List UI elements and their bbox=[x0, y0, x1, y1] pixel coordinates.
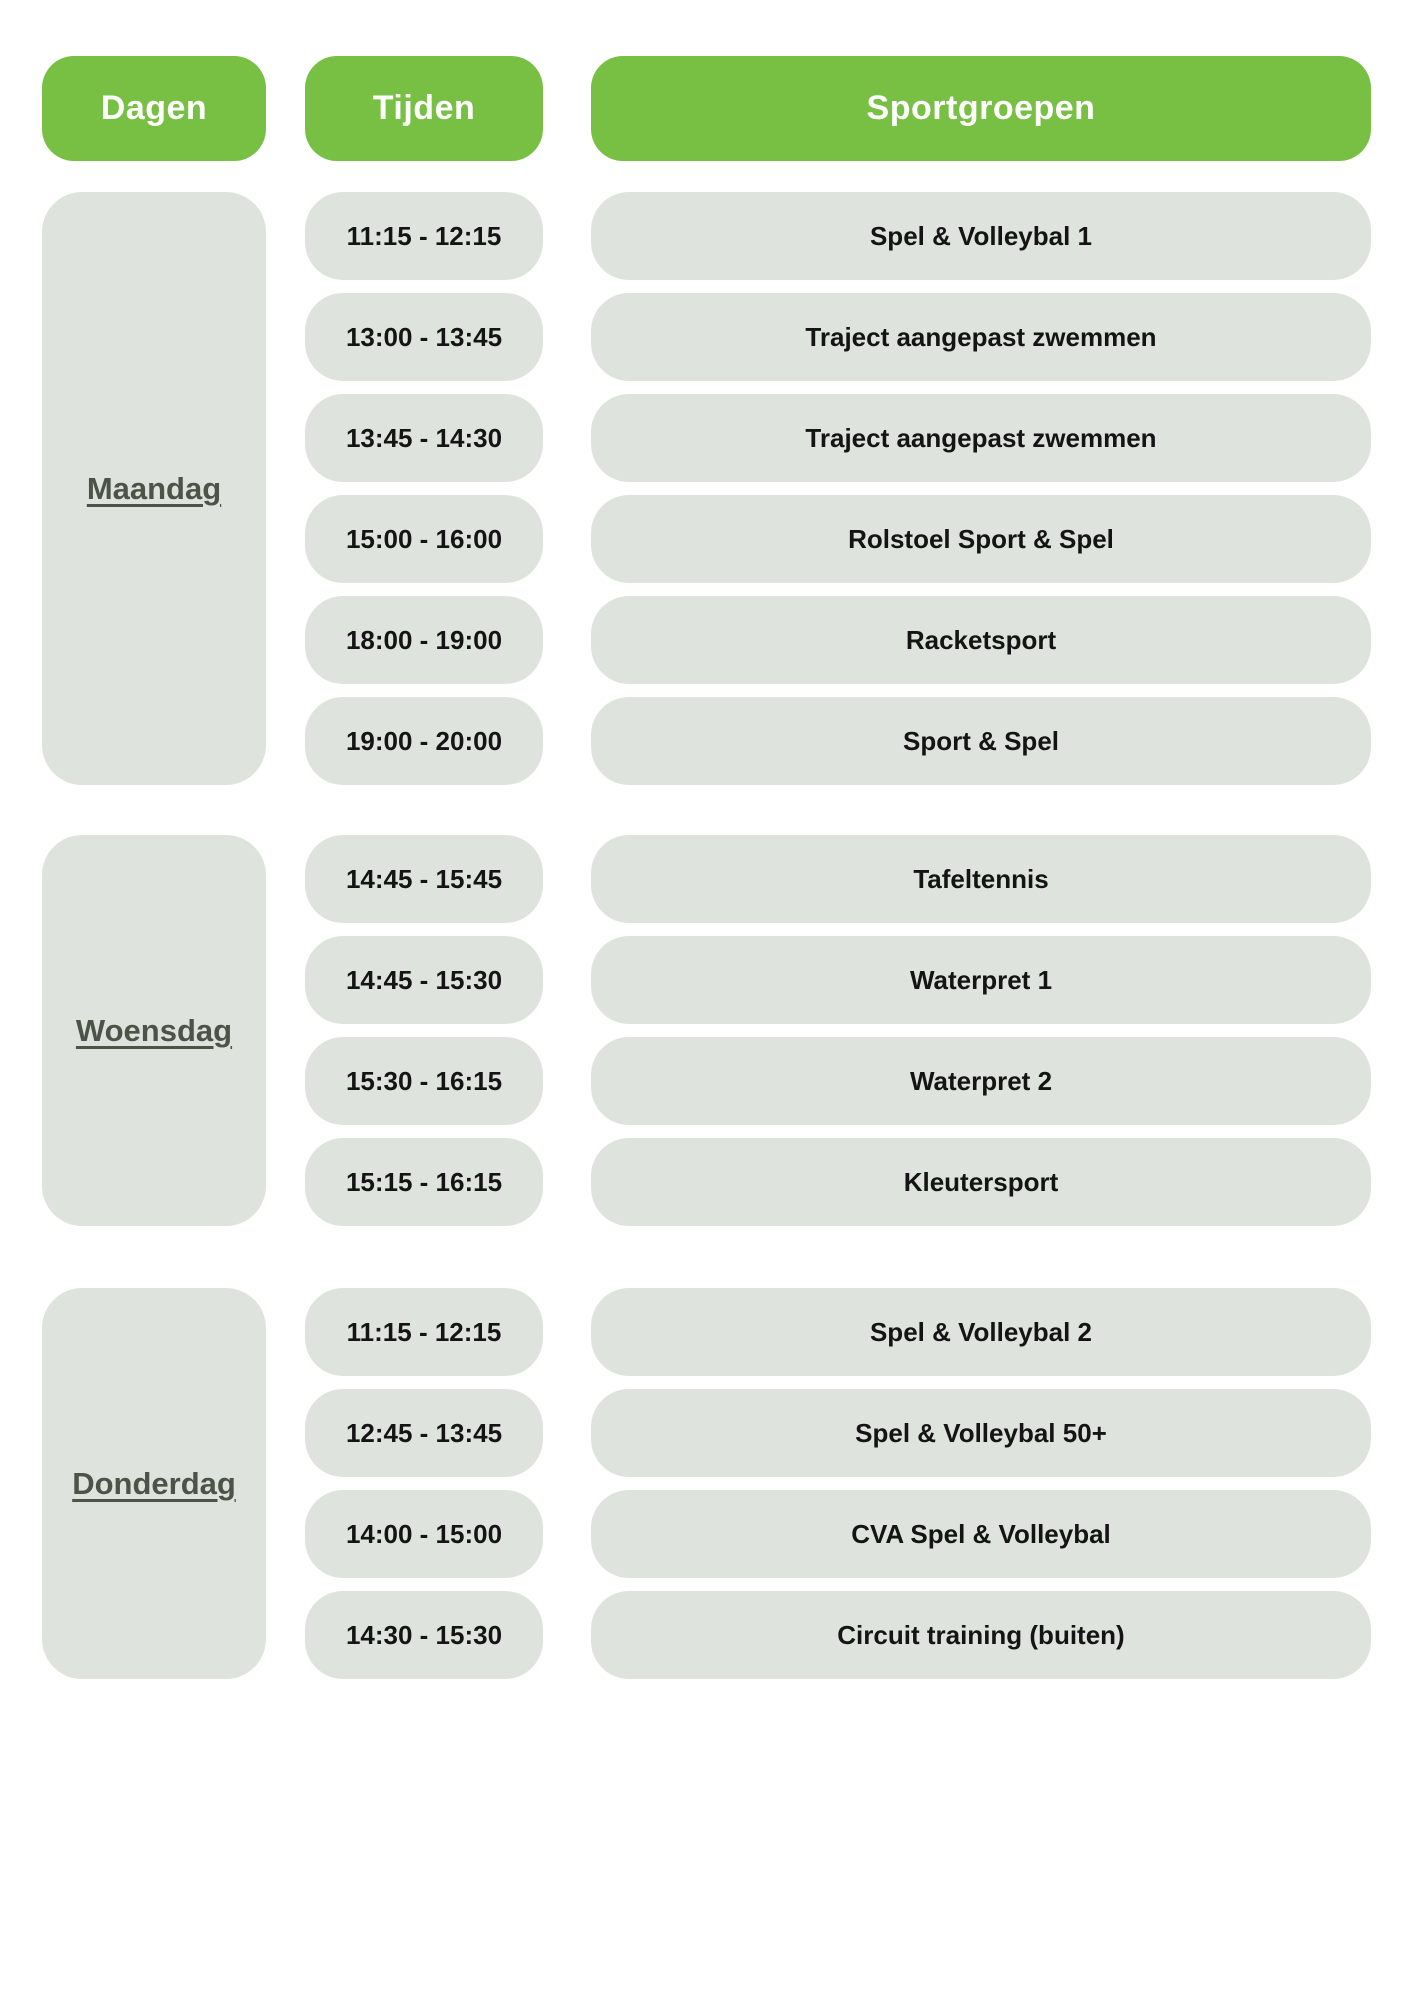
day-label-woensdag: Woensdag bbox=[75, 1012, 233, 1048]
time-pill: 18:00 - 19:00 bbox=[305, 596, 543, 684]
sport-pill: Spel & Volleybal 1 bbox=[591, 192, 1371, 280]
time-pill: 14:30 - 15:30 bbox=[305, 1591, 543, 1679]
sport-pill: Traject aangepast zwemmen bbox=[591, 394, 1371, 482]
day-pill-maandag: Maandag bbox=[42, 192, 266, 785]
header-tijden-label: Tijden bbox=[372, 89, 476, 127]
day-label-donderdag: Donderdag bbox=[72, 1465, 236, 1501]
header-sportgroepen-label: Sportgroepen bbox=[866, 89, 1096, 127]
day-pill-woensdag: Woensdag bbox=[42, 835, 266, 1226]
time-pill: 15:30 - 16:15 bbox=[305, 1037, 543, 1125]
time-pill: 19:00 - 20:00 bbox=[305, 697, 543, 785]
sports-column-donderdag: Spel & Volleybal 2 Spel & Volleybal 50+ … bbox=[591, 1288, 1371, 1679]
header-dagen: Dagen bbox=[42, 56, 266, 161]
sports-column-maandag: Spel & Volleybal 1 Traject aangepast zwe… bbox=[591, 192, 1371, 785]
header-sportgroepen: Sportgroepen bbox=[591, 56, 1371, 161]
sport-pill: Traject aangepast zwemmen bbox=[591, 293, 1371, 381]
times-column-maandag: 11:15 - 12:15 13:00 - 13:45 13:45 - 14:3… bbox=[305, 192, 543, 785]
day-pill-donderdag: Donderdag bbox=[42, 1288, 266, 1679]
times-column-woensdag: 14:45 - 15:45 14:45 - 15:30 15:30 - 16:1… bbox=[305, 835, 543, 1226]
sport-pill: Spel & Volleybal 50+ bbox=[591, 1389, 1371, 1477]
sport-pill: Waterpret 1 bbox=[591, 936, 1371, 1024]
sport-pill: Circuit training (buiten) bbox=[591, 1591, 1371, 1679]
sport-pill: Waterpret 2 bbox=[591, 1037, 1371, 1125]
time-pill: 11:15 - 12:15 bbox=[305, 1288, 543, 1376]
time-pill: 14:00 - 15:00 bbox=[305, 1490, 543, 1578]
section-donderdag: Donderdag 11:15 - 12:15 12:45 - 13:45 14… bbox=[42, 1288, 1371, 1679]
sport-pill: CVA Spel & Volleybal bbox=[591, 1490, 1371, 1578]
sport-pill: Sport & Spel bbox=[591, 697, 1371, 785]
sports-column-woensdag: Tafeltennis Waterpret 1 Waterpret 2 Kleu… bbox=[591, 835, 1371, 1226]
sport-pill: Spel & Volleybal 2 bbox=[591, 1288, 1371, 1376]
times-column-donderdag: 11:15 - 12:15 12:45 - 13:45 14:00 - 15:0… bbox=[305, 1288, 543, 1679]
header-tijden: Tijden bbox=[305, 56, 543, 161]
sport-pill: Tafeltennis bbox=[591, 835, 1371, 923]
section-woensdag: Woensdag 14:45 - 15:45 14:45 - 15:30 15:… bbox=[42, 835, 1371, 1226]
time-pill: 13:45 - 14:30 bbox=[305, 394, 543, 482]
sport-pill: Racketsport bbox=[591, 596, 1371, 684]
time-pill: 11:15 - 12:15 bbox=[305, 192, 543, 280]
time-pill: 14:45 - 15:45 bbox=[305, 835, 543, 923]
time-pill: 12:45 - 13:45 bbox=[305, 1389, 543, 1477]
sport-pill: Kleutersport bbox=[591, 1138, 1371, 1226]
time-pill: 14:45 - 15:30 bbox=[305, 936, 543, 1024]
day-label-maandag: Maandag bbox=[86, 470, 222, 506]
time-pill: 13:00 - 13:45 bbox=[305, 293, 543, 381]
sport-pill: Rolstoel Sport & Spel bbox=[591, 495, 1371, 583]
time-pill: 15:15 - 16:15 bbox=[305, 1138, 543, 1226]
section-maandag: Maandag 11:15 - 12:15 13:00 - 13:45 13:4… bbox=[42, 192, 1371, 785]
time-pill: 15:00 - 16:00 bbox=[305, 495, 543, 583]
header-dagen-label: Dagen bbox=[100, 89, 208, 127]
